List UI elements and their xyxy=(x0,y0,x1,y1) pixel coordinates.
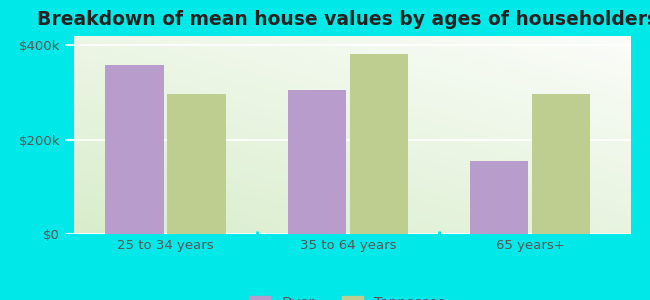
Bar xyxy=(287,90,346,234)
Title: Breakdown of mean house values by ages of householders: Breakdown of mean house values by ages o… xyxy=(37,10,650,29)
Bar xyxy=(167,94,226,234)
Bar xyxy=(532,94,590,234)
Bar xyxy=(470,161,528,234)
Bar xyxy=(350,54,408,234)
Bar xyxy=(105,65,164,234)
Legend: Dyer, Tennessee: Dyer, Tennessee xyxy=(250,296,446,300)
